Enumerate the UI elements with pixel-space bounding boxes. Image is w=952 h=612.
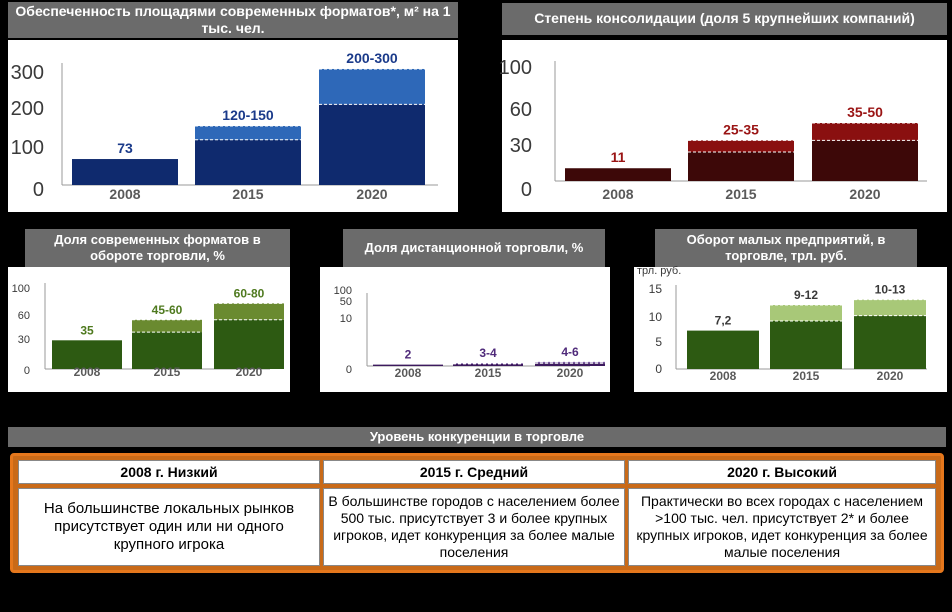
chart-4-category-label: 2015 — [475, 366, 502, 380]
chart-5-title: Оборот малых предприятий, в торговле, тр… — [655, 229, 917, 267]
chart-5-data-label: 10-13 — [875, 283, 906, 297]
chart-3-category-label: 2008 — [74, 365, 101, 379]
chart-5-category-label: 2020 — [877, 369, 904, 383]
chart-1-tick-label: 100 — [11, 137, 44, 159]
chart-1-bar-2020-seg0 — [319, 104, 425, 185]
chart-2-tick-label: 60 — [510, 99, 532, 121]
chart-3-data-label: 35 — [80, 323, 94, 337]
chart-5-title-text: Оборот малых предприятий, в торговле, тр… — [686, 231, 886, 263]
chart-1-tick-label: 300 — [11, 62, 44, 84]
chart-4-panel — [320, 267, 610, 392]
chart-3-category-label: 2015 — [154, 365, 181, 379]
chart-3-bar-2008-seg0 — [52, 340, 122, 369]
chart-4-bar-2015-seg0 — [453, 363, 523, 366]
chart-3-bar-2020-seg0 — [214, 319, 284, 369]
chart-1-category-label: 2015 — [232, 186, 263, 202]
chart-5-category-label: 2008 — [710, 369, 737, 383]
chart-5-tick-label: 0 — [655, 362, 662, 376]
competition-2008-heading: 2008 г. Низкий — [18, 460, 320, 484]
chart-4-tick-label: 50 — [340, 296, 352, 308]
chart-4-category-label: 2008 — [395, 366, 422, 380]
competition-2020-heading: 2020 г. Высокий — [628, 460, 936, 484]
chart-5-bar-2015-seg0 — [770, 321, 842, 369]
chart-3-bar-2015-seg1 — [132, 319, 202, 333]
chart-4-bar-2020-seg0 — [535, 363, 605, 366]
chart-3-tick-label: 30 — [18, 334, 30, 346]
chart-3-category-label: 2020 — [236, 365, 263, 379]
chart-5-category-label: 2015 — [793, 369, 820, 383]
chart-1-title-text: Обеспеченность площадями современных фор… — [15, 2, 451, 37]
chart-2-category-label: 2020 — [849, 186, 880, 202]
chart-1-bar-2020-seg1 — [319, 68, 425, 105]
chart-5-tick-label: 5 — [655, 335, 662, 349]
chart-2-category-label: 2008 — [602, 186, 633, 202]
chart-4-bar-2020-seg1 — [535, 361, 605, 364]
chart-4-category-label: 2020 — [557, 366, 584, 380]
chart-5-unit-label: трл. руб. — [637, 265, 681, 277]
chart-2-title: Степень консолидации (доля 5 крупнейших … — [502, 3, 947, 35]
chart-4-title: Доля дистанционной торговли, % — [343, 229, 605, 267]
chart-3-tick-label: 60 — [18, 310, 30, 322]
chart-3-tick-label: 100 — [12, 283, 30, 295]
chart-1-tick-label: 0 — [33, 179, 44, 201]
chart-3-data-label: 45-60 — [152, 303, 183, 317]
chart-5-tick-label: 10 — [649, 310, 663, 324]
chart-4-data-label: 2 — [405, 348, 412, 362]
chart-1-category-label: 2020 — [356, 186, 387, 202]
competition-2015-heading: 2015 г. Средний — [323, 460, 625, 484]
chart-4-data-label: 3-4 — [479, 346, 497, 360]
competition-2020-text: Практически во всех городах с населением… — [628, 488, 936, 566]
chart-4-data-label: 4-6 — [561, 345, 579, 359]
chart-3-bar-2020-seg1 — [214, 303, 284, 320]
chart-5-data-label: 7,2 — [715, 314, 732, 328]
chart-2-tick-label: 100 — [499, 57, 532, 79]
chart-3-tick-label: 0 — [24, 365, 30, 377]
competition-title: Уровень конкуренции в торговле — [8, 427, 946, 447]
chart-5-bar-2020-seg0 — [854, 315, 926, 369]
chart-5-tick-label: 15 — [649, 282, 663, 296]
chart-2-bar-2015-seg0 — [688, 152, 794, 181]
chart-3-data-label: 60-80 — [234, 286, 265, 300]
chart-5-bar-2008-seg0 — [687, 330, 759, 369]
chart-2-bar-2015-seg1 — [688, 140, 794, 152]
chart-2-category-label: 2015 — [725, 186, 756, 202]
chart-5-data-label: 9-12 — [794, 288, 818, 302]
chart-3-title-text: Доля современных форматов в обороте торг… — [54, 231, 261, 263]
chart-3-title: Доля современных форматов в обороте торг… — [25, 229, 290, 267]
chart-1-bar-2015-seg0 — [195, 139, 301, 185]
chart-1-bar-2015-seg1 — [195, 126, 301, 140]
chart-4-bar-2008-seg0 — [373, 364, 443, 366]
chart-2-bar-2020-seg1 — [812, 123, 918, 141]
chart-1-bar-2008-seg0 — [72, 159, 178, 185]
chart-1-tick-label: 200 — [11, 98, 44, 120]
chart-4-title-text: Доля дистанционной торговли, % — [364, 239, 584, 255]
chart-1-category-label: 2008 — [109, 186, 140, 202]
chart-1-data-label: 73 — [117, 140, 133, 156]
chart-2-data-label: 11 — [611, 149, 626, 165]
chart-5-bar-2015-seg1 — [770, 305, 842, 321]
chart-2-data-label: 25-35 — [723, 121, 759, 137]
competition-2015-text: В большинстве городов с населением более… — [323, 488, 625, 566]
chart-1-data-label: 120-150 — [222, 107, 274, 123]
chart-4-tick-label: 100 — [334, 285, 352, 297]
chart-2-bar-2008-seg0 — [565, 168, 671, 181]
chart-5-bar-2020-seg1 — [854, 299, 926, 316]
chart-4-tick-label: 10 — [340, 313, 352, 325]
chart-4-tick-label: 0 — [346, 364, 352, 376]
chart-2-bar-2020-seg0 — [812, 140, 918, 181]
chart-1-data-label: 200-300 — [346, 50, 398, 66]
competition-title-text: Уровень конкуренции в торговле — [369, 428, 585, 444]
chart-2-data-label: 35-50 — [847, 104, 883, 120]
chart-2-tick-label: 30 — [510, 135, 532, 157]
chart-3-bar-2015-seg0 — [132, 332, 202, 369]
chart-1-title: Обеспеченность площадями современных фор… — [8, 2, 458, 38]
competition-2008-text: На большинстве локальных рынков присутст… — [18, 488, 320, 566]
chart-2-tick-label: 0 — [521, 179, 532, 201]
chart-2-title-text: Степень консолидации (доля 5 крупнейших … — [534, 10, 915, 27]
